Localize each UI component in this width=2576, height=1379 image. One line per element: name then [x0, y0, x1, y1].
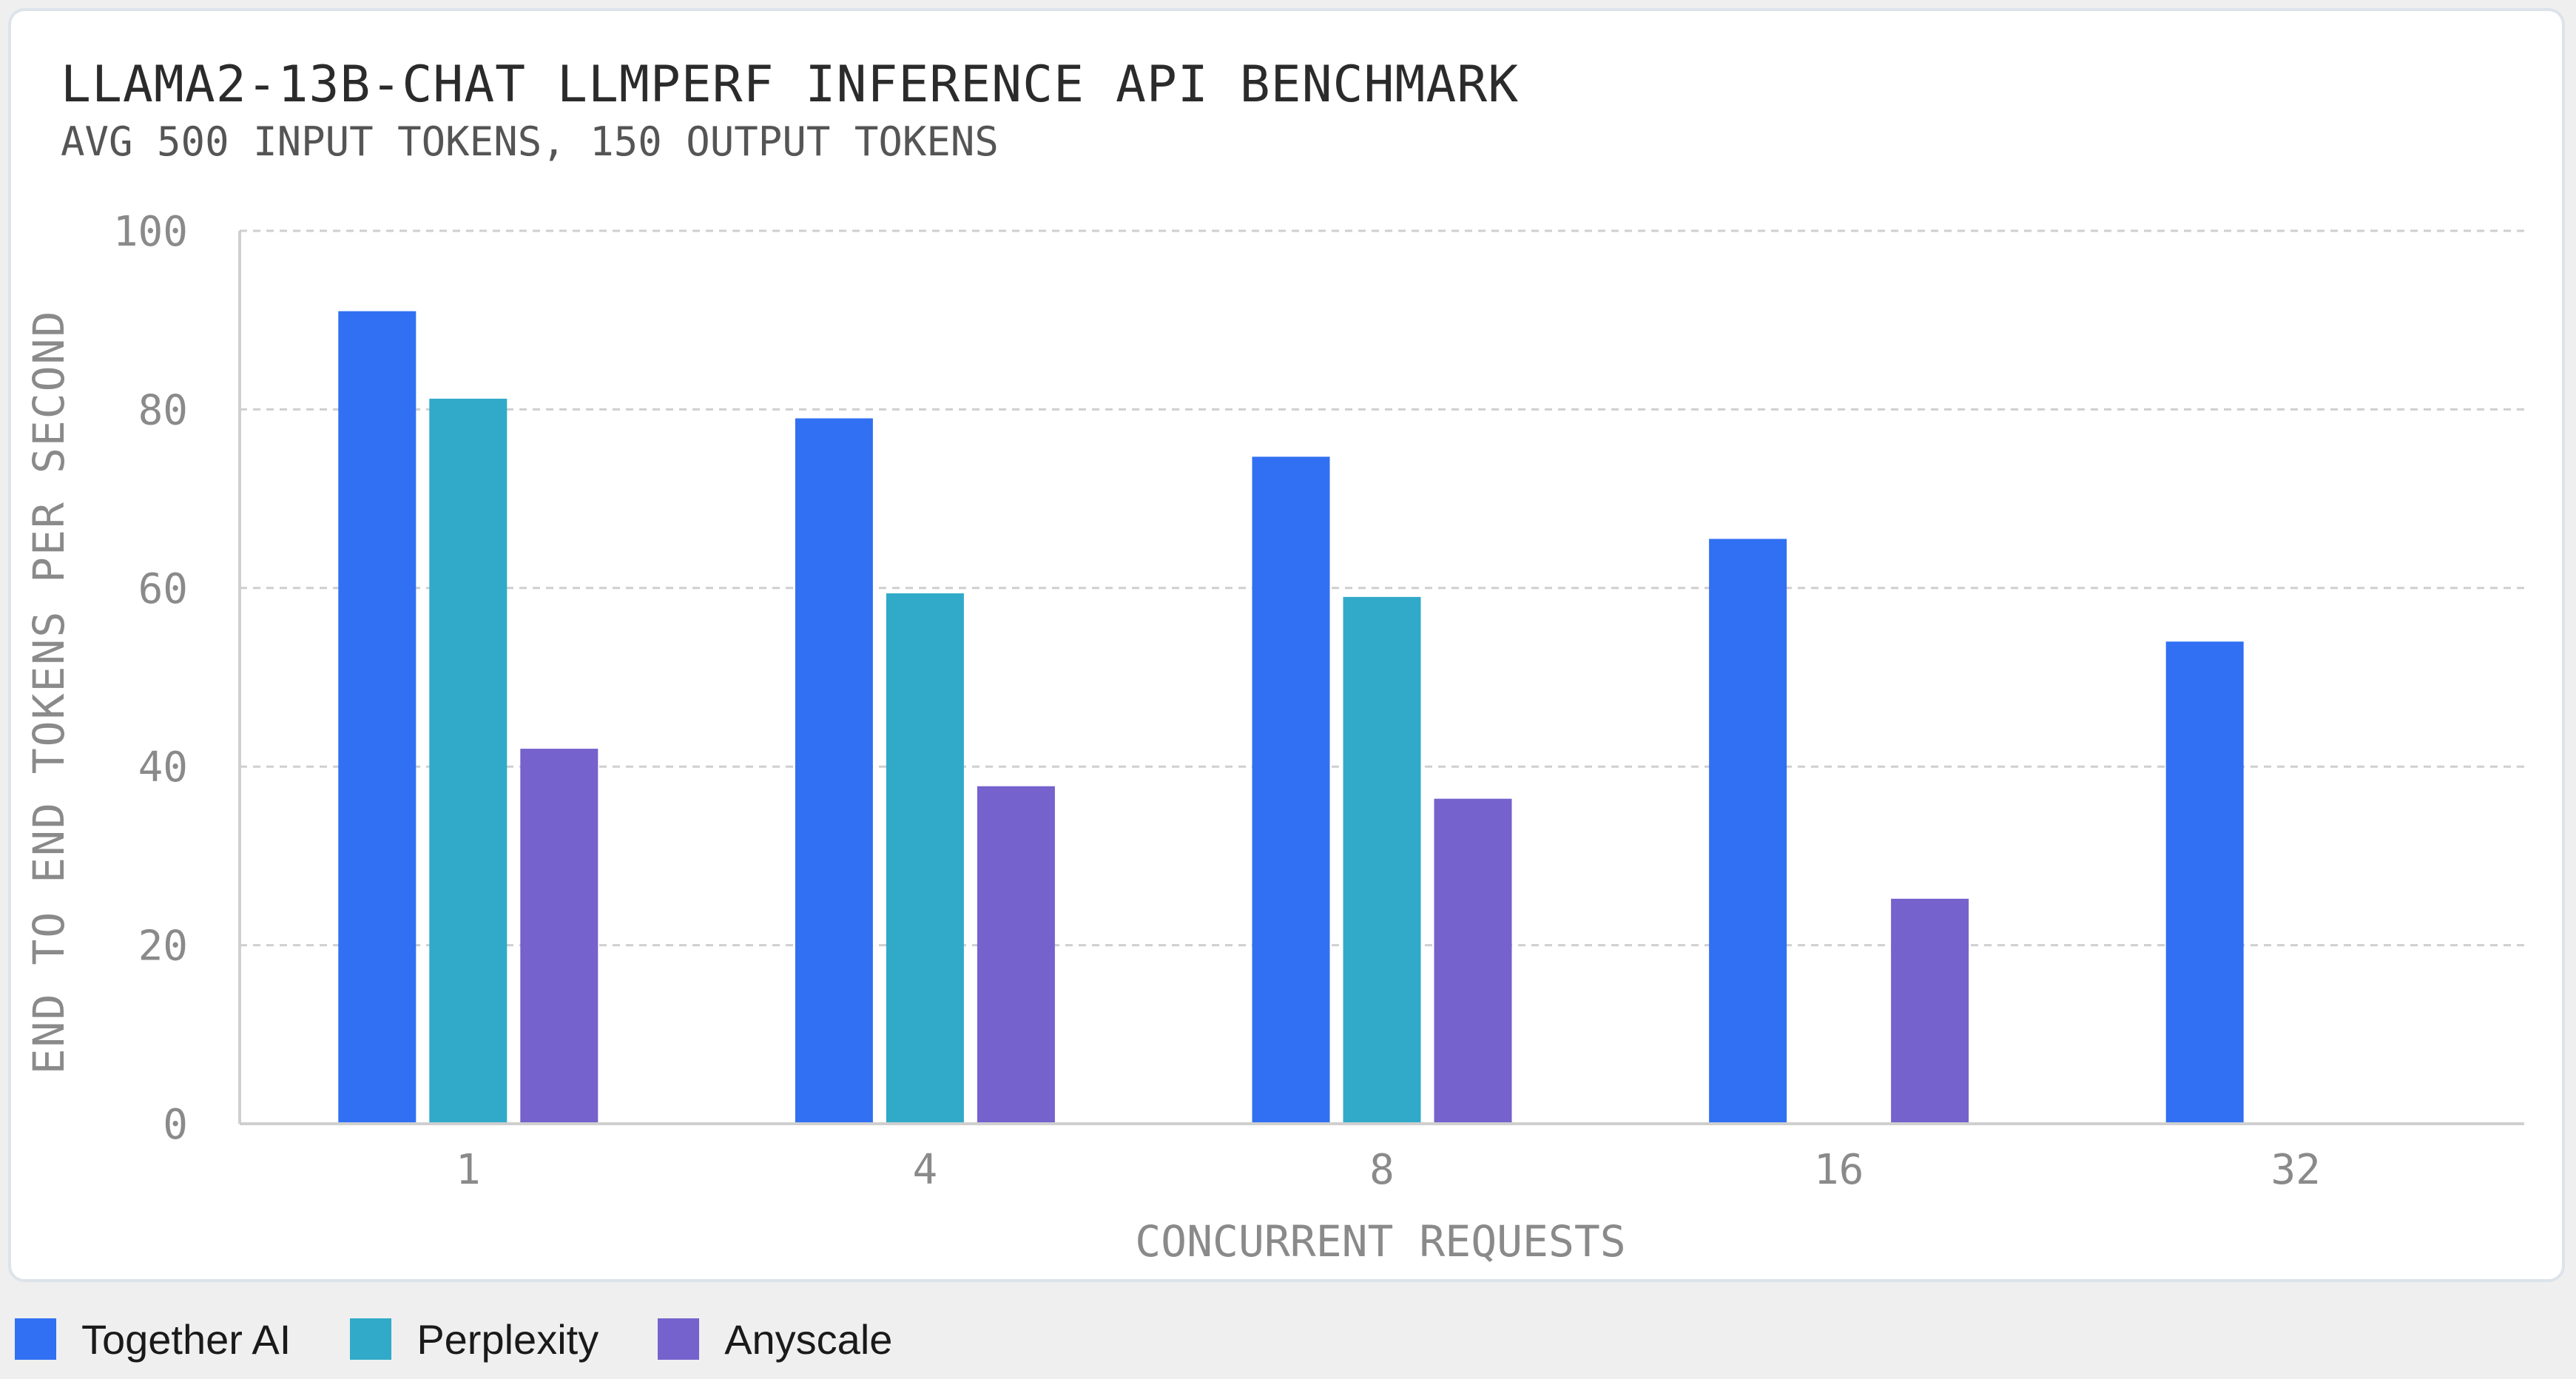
legend-swatch: [658, 1318, 700, 1360]
bar-anyscale: [520, 749, 599, 1124]
legend-item-together-ai: Together AI: [15, 1315, 291, 1363]
x-axis-label: CONCURRENT REQUESTS: [1135, 1216, 1625, 1267]
legend-label: Anyscale: [724, 1315, 893, 1363]
legend-item-anyscale: Anyscale: [658, 1315, 892, 1363]
y-tick-label: 60: [138, 565, 188, 613]
bar-anyscale: [1891, 898, 1969, 1124]
bar-anyscale: [1434, 798, 1512, 1124]
chart-subtitle: AVG 500 INPUT TOKENS, 150 OUTPUT TOKENS: [61, 118, 999, 165]
axes: 0 20 40 60 80 100 1 4 8 16 32: [113, 208, 2524, 1194]
x-tick-label: 1: [456, 1146, 481, 1194]
legend-item-perplexity: Perplexity: [350, 1315, 599, 1363]
legend: Together AI Perplexity Anyscale: [15, 1315, 951, 1363]
legend-label: Together AI: [81, 1315, 291, 1363]
chart-title: LLAMA2-13B-CHAT LLMPERF INFERENCE API BE…: [61, 55, 1520, 114]
y-tick-label: 40: [138, 744, 188, 792]
bar-perplexity: [429, 398, 508, 1124]
y-tick-label: 80: [138, 386, 188, 434]
bar-together-ai: [338, 311, 417, 1124]
bar-together-ai: [1709, 539, 1787, 1124]
bar-perplexity: [1343, 596, 1421, 1124]
x-tick-label: 8: [1369, 1146, 1395, 1194]
bar-together-ai: [2165, 641, 2244, 1124]
legend-swatch: [350, 1318, 392, 1360]
y-tick-label: 0: [163, 1101, 188, 1149]
x-tick-label: 16: [1814, 1146, 1864, 1194]
y-tick-label: 20: [138, 923, 188, 971]
bars: [338, 311, 2244, 1124]
x-tick-label: 32: [2270, 1146, 2320, 1194]
x-tick-label: 4: [913, 1146, 938, 1194]
y-tick-label: 100: [113, 208, 188, 256]
legend-swatch: [15, 1318, 56, 1360]
bar-together-ai: [1252, 456, 1330, 1124]
legend-label: Perplexity: [417, 1315, 599, 1363]
bar-perplexity: [886, 593, 964, 1124]
bar-anyscale: [977, 786, 1055, 1124]
bar-chart: 0 20 40 60 80 100 1 4 8 16 32 END TO END TOKENS PE…: [24, 208, 2524, 1267]
y-axis-label: END TO END TOKENS PER SECOND: [24, 310, 74, 1075]
bar-together-ai: [795, 418, 873, 1124]
